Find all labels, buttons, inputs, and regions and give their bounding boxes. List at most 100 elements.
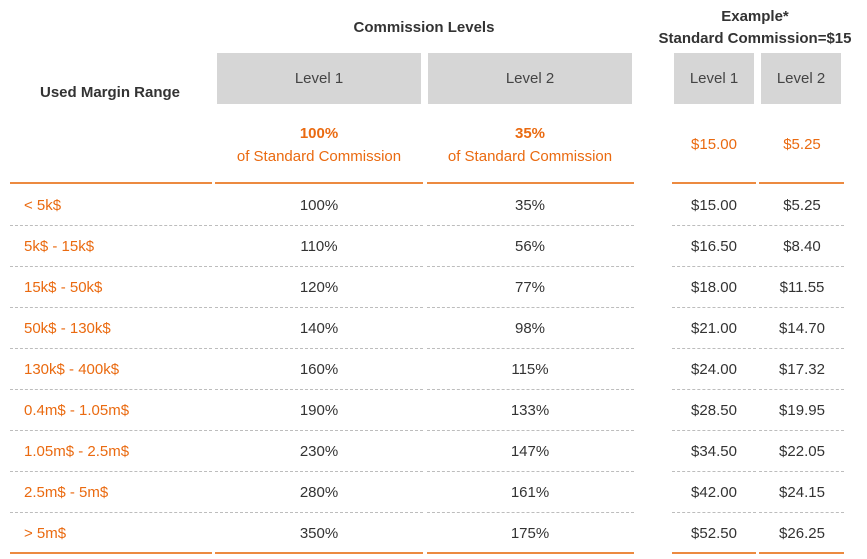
- header-rule-ex1: [672, 182, 756, 184]
- example-level1-cell: $16.50: [691, 238, 737, 255]
- row-divider: [215, 430, 423, 431]
- level1-cell: 350%: [299, 525, 339, 542]
- row-divider: [215, 471, 423, 472]
- header-rule-level1: [215, 182, 423, 184]
- range-cell: 130k$ - 400k$: [24, 361, 120, 378]
- example-level2-cell: $11.55: [779, 279, 825, 296]
- row-divider: [215, 266, 423, 267]
- example-level1-cell: $34.50: [691, 443, 737, 460]
- row-divider: [759, 512, 844, 513]
- row-divider: [427, 430, 634, 431]
- example-level1-cell: $28.50: [691, 402, 737, 419]
- row-divider: [672, 307, 756, 308]
- row-divider: [10, 307, 212, 308]
- level1-cell: 190%: [299, 402, 339, 419]
- row-divider: [215, 389, 423, 390]
- example-level2-cell: $22.05: [779, 443, 825, 460]
- example-level1-cell: $42.00: [691, 484, 737, 501]
- table-row: < 5k$ 100% 35% $15.00 $5.25: [0, 185, 867, 226]
- example-level1-header-box: Level 1: [674, 53, 754, 104]
- row-divider: [672, 471, 756, 472]
- level2-cell: 35%: [514, 197, 546, 214]
- level2-cell: 77%: [514, 279, 546, 296]
- row-divider: [759, 348, 844, 349]
- level2-summary-sub: of Standard Commission: [447, 148, 613, 165]
- example-header-line2: Standard Commission=$15: [658, 30, 852, 47]
- example-level1-summary: $15.00: [691, 136, 737, 153]
- range-cell: 50k$ - 130k$: [24, 320, 111, 337]
- row-divider: [427, 512, 634, 513]
- table-row: 2.5m$ - 5m$ 280% 161% $42.00 $24.15: [0, 472, 867, 513]
- row-divider: [759, 471, 844, 472]
- range-cell: 2.5m$ - 5m$: [24, 484, 109, 501]
- example-level1-cell: $21.00: [691, 320, 737, 337]
- example-level2-cell: $19.95: [779, 402, 825, 419]
- level1-header-box: Level 1: [217, 53, 421, 104]
- example-level2-header-label: Level 2: [776, 70, 826, 87]
- example-level1-cell: $52.50: [691, 525, 737, 542]
- example-level1-cell: $15.00: [691, 197, 737, 214]
- table-row: 0.4m$ - 1.05m$ 190% 133% $28.50 $19.95: [0, 390, 867, 431]
- row-divider: [215, 225, 423, 226]
- example-level2-cell: $26.25: [779, 525, 825, 542]
- row-divider: [759, 430, 844, 431]
- row-divider: [759, 266, 844, 267]
- level1-header-label: Level 1: [294, 70, 344, 87]
- level1-summary: 100% of Standard Commission: [215, 122, 423, 168]
- bottom-rule: [215, 552, 423, 554]
- row-divider: [759, 307, 844, 308]
- example-level1-header-label: Level 1: [689, 70, 739, 87]
- row-divider: [10, 471, 212, 472]
- row-divider: [427, 266, 634, 267]
- row-divider: [427, 225, 634, 226]
- used-margin-range-header: Used Margin Range: [40, 84, 181, 101]
- table-row: 15k$ - 50k$ 120% 77% $18.00 $11.55: [0, 267, 867, 308]
- bottom-rule: [10, 552, 212, 554]
- bottom-rule: [672, 552, 756, 554]
- table-row: 130k$ - 400k$ 160% 115% $24.00 $17.32: [0, 349, 867, 390]
- row-divider: [672, 512, 756, 513]
- example-level1-cell: $18.00: [691, 279, 737, 296]
- example-level2-cell: $14.70: [779, 320, 825, 337]
- level2-cell: 175%: [510, 525, 550, 542]
- example-level1-cell: $24.00: [691, 361, 737, 378]
- row-divider: [759, 389, 844, 390]
- bottom-rule: [759, 552, 844, 554]
- row-divider: [672, 348, 756, 349]
- row-divider: [10, 389, 212, 390]
- row-divider: [427, 471, 634, 472]
- range-cell: 1.05m$ - 2.5m$: [24, 443, 130, 460]
- range-cell: 0.4m$ - 1.05m$: [24, 402, 130, 419]
- level2-cell: 115%: [511, 361, 549, 378]
- table-row: 1.05m$ - 2.5m$ 230% 147% $34.50 $22.05: [0, 431, 867, 472]
- row-divider: [215, 348, 423, 349]
- table-row: 50k$ - 130k$ 140% 98% $21.00 $14.70: [0, 308, 867, 349]
- range-cell: > 5m$: [24, 525, 67, 542]
- example-header-line1: Example*: [721, 8, 789, 25]
- row-divider: [10, 266, 212, 267]
- level1-cell: 160%: [299, 361, 339, 378]
- level2-cell: 147%: [510, 443, 550, 460]
- header-rule-ex2: [759, 182, 844, 184]
- level1-cell: 230%: [299, 443, 339, 460]
- level1-summary-pct: 100%: [299, 125, 339, 142]
- row-divider: [10, 348, 212, 349]
- commission-levels-header: Commission Levels: [353, 19, 495, 36]
- row-divider: [672, 266, 756, 267]
- level1-summary-sub: of Standard Commission: [236, 148, 402, 165]
- table-row: > 5m$ 350% 175% $52.50 $26.25: [0, 513, 867, 554]
- example-level2-summary: $5.25: [783, 136, 821, 153]
- header-rule-level2: [427, 182, 634, 184]
- example-level2-header-box: Level 2: [761, 53, 841, 104]
- level2-header-label: Level 2: [505, 70, 555, 87]
- level2-cell: 161%: [510, 484, 550, 501]
- example-level2-cell: $24.15: [779, 484, 825, 501]
- example-level2-cell: $17.32: [779, 361, 825, 378]
- range-cell: < 5k$: [24, 197, 62, 214]
- level1-cell: 120%: [299, 279, 339, 296]
- bottom-rule: [427, 552, 634, 554]
- level1-cell: 140%: [299, 320, 339, 337]
- range-cell: 5k$ - 15k$: [24, 238, 95, 255]
- level1-cell: 280%: [299, 484, 339, 501]
